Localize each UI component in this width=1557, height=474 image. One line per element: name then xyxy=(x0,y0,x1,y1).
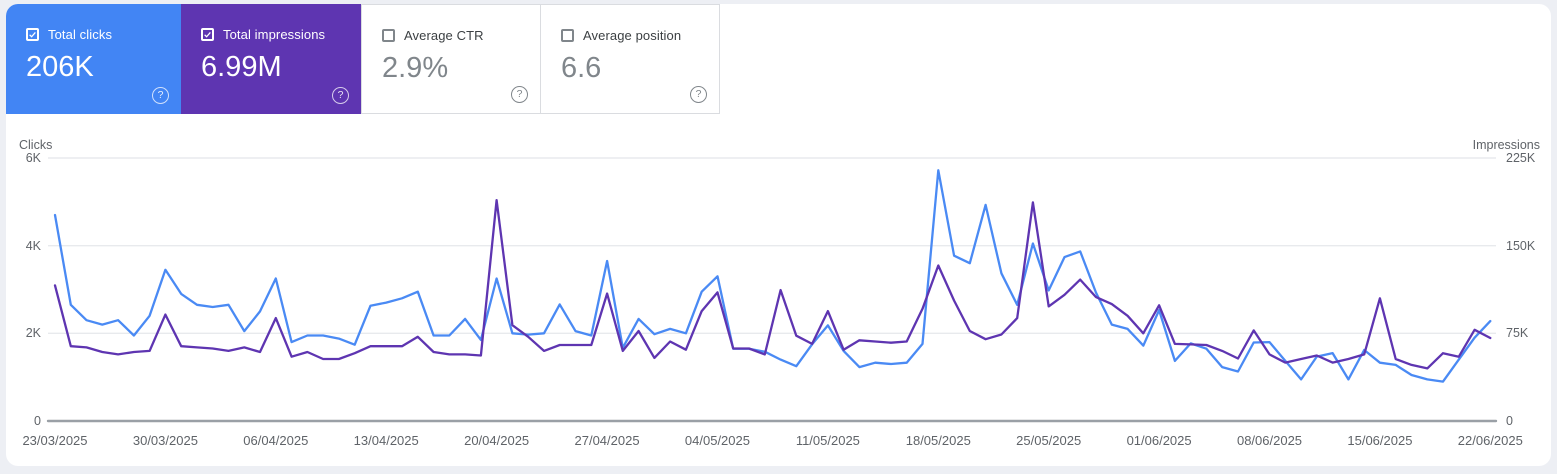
metric-card-total-clicks[interactable]: Total clicks 206K? xyxy=(6,4,181,114)
metric-card-label: Total impressions xyxy=(223,27,326,42)
x-axis-label: 13/04/2025 xyxy=(353,433,419,448)
right-axis-title: Impressions xyxy=(1472,138,1540,152)
y-axis-tick-right: 0 xyxy=(1506,414,1513,428)
metric-card-average-position[interactable]: Average position 6.6? xyxy=(540,4,720,114)
metric-card-header: Total impressions xyxy=(201,27,361,42)
metric-card-average-ctr[interactable]: Average CTR 2.9%? xyxy=(361,4,541,114)
metric-card-header: Total clicks xyxy=(26,27,181,42)
metric-card-total-impressions[interactable]: Total impressions 6.99M? xyxy=(181,4,361,114)
x-axis-label: 18/05/2025 xyxy=(905,433,971,448)
y-axis-tick-left: 2K xyxy=(25,326,41,341)
x-axis-label: 15/06/2025 xyxy=(1347,433,1413,448)
x-axis-label: 06/04/2025 xyxy=(243,433,309,448)
metric-card-header: Average CTR xyxy=(382,28,540,43)
metric-card-value: 6.6 xyxy=(561,52,602,84)
y-axis-tick-left: 6K xyxy=(25,151,41,165)
x-axis-label: 23/03/2025 xyxy=(22,433,88,448)
impressions-line xyxy=(53,198,1492,370)
x-axis-label: 01/06/2025 xyxy=(1126,433,1192,448)
help-icon[interactable]: ? xyxy=(690,86,707,103)
clicks-line xyxy=(53,169,1492,383)
x-axis-label: 04/05/2025 xyxy=(684,433,750,448)
x-axis-label: 27/04/2025 xyxy=(574,433,640,448)
average-position-checkbox-unchecked[interactable] xyxy=(561,29,574,42)
checkmark-icon xyxy=(204,31,211,38)
metric-card-header: Average position xyxy=(561,28,719,43)
x-axis-label: 11/05/2025 xyxy=(795,433,860,448)
metric-cards-row: Total clicks 206K? Total impressions 6.99M?… xyxy=(6,4,1551,114)
help-icon[interactable]: ? xyxy=(332,87,349,104)
checkmark-icon xyxy=(29,31,36,38)
metric-card-value: 6.99M xyxy=(201,51,282,83)
metric-card-value: 2.9% xyxy=(382,52,449,84)
x-axis-label: 08/06/2025 xyxy=(1236,433,1303,448)
metric-card-label: Average position xyxy=(583,28,682,43)
total-clicks-checkbox-checked[interactable] xyxy=(26,28,39,41)
y-axis-tick-left: 0 xyxy=(34,414,41,428)
left-axis-title: Clicks xyxy=(19,138,53,152)
metric-card-value: 206K xyxy=(26,51,94,83)
x-axis-label: 20/04/2025 xyxy=(464,433,530,448)
total-impressions-checkbox-checked[interactable] xyxy=(201,28,214,41)
y-axis-tick-left: 4K xyxy=(25,238,41,253)
x-axis-label: 30/03/2025 xyxy=(132,433,198,448)
x-axis-label: 22/06/2025 xyxy=(1457,433,1523,448)
y-axis-tick-right: 225K xyxy=(1506,151,1536,165)
metric-card-label: Total clicks xyxy=(48,27,113,42)
metric-card-label: Average CTR xyxy=(404,28,484,43)
chart-area: Clicks Impressions 6K 225K 4K 150K 2K 75K 0 0 23… xyxy=(6,114,1551,466)
average-ctr-checkbox-unchecked[interactable] xyxy=(382,29,395,42)
help-icon[interactable]: ? xyxy=(152,87,169,104)
line-chart[interactable] xyxy=(6,114,1551,466)
y-axis-tick-right: 75K xyxy=(1506,326,1529,341)
help-icon[interactable]: ? xyxy=(511,86,528,103)
performance-report-panel: Total clicks 206K? Total impressions 6.99M?… xyxy=(6,4,1551,466)
y-axis-tick-right: 150K xyxy=(1506,238,1536,253)
x-axis-label: 25/05/2025 xyxy=(1016,433,1082,448)
